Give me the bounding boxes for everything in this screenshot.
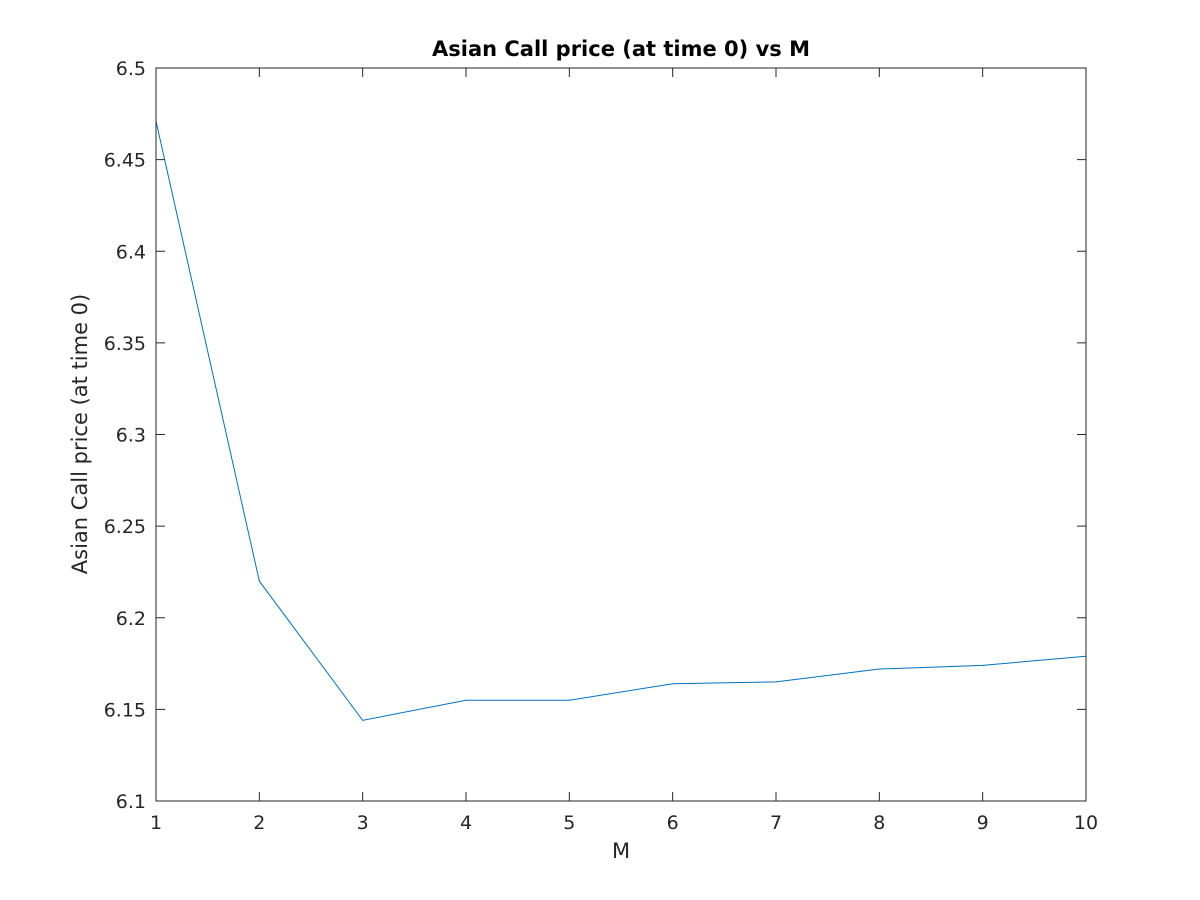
data-point [982,664,984,666]
y-tick-label: 6.25 [104,516,146,538]
chart-title: Asian Call price (at time 0) vs M [432,37,810,61]
x-tick-label: 9 [977,812,989,834]
y-tick-label: 6.3 [116,425,146,447]
series-line [155,121,1087,721]
x-tick-label: 2 [253,812,265,834]
data-point [465,699,467,701]
y-tick-label: 6.45 [104,150,146,172]
x-tick-label: 5 [563,812,575,834]
x-tick-label: 8 [873,812,885,834]
x-tick-label: 3 [357,812,369,834]
y-tick-label: 6.5 [116,58,146,80]
x-tick-label: 10 [1074,812,1098,834]
axes-box [155,67,1087,802]
data-point [568,699,570,701]
data-point [258,580,260,582]
data-point [672,683,674,685]
y-tick-label: 6.35 [104,333,146,355]
data-point [878,668,880,670]
tick-layer: 1 2 3 4 5 6 7 8 9 10 6.1 6.15 6.2 6.25 6.3 6.35 6.4 6.45 6… [104,58,1098,834]
x-axis-label: M [612,839,630,863]
data-point [775,681,777,683]
y-tick-label: 6.4 [116,241,146,263]
x-tick-label: 7 [770,812,782,834]
y-tick-label: 6.1 [116,791,146,813]
x-tick-label: 4 [460,812,472,834]
plot-area [156,68,1086,801]
y-tick-label: 6.2 [116,608,146,630]
x-tick-label: 1 [150,812,162,834]
y-tick-label: 6.15 [104,699,146,721]
x-tick-label: 6 [667,812,679,834]
y-axis-label: Asian Call price (at time 0) [68,294,92,574]
data-point [362,719,364,721]
